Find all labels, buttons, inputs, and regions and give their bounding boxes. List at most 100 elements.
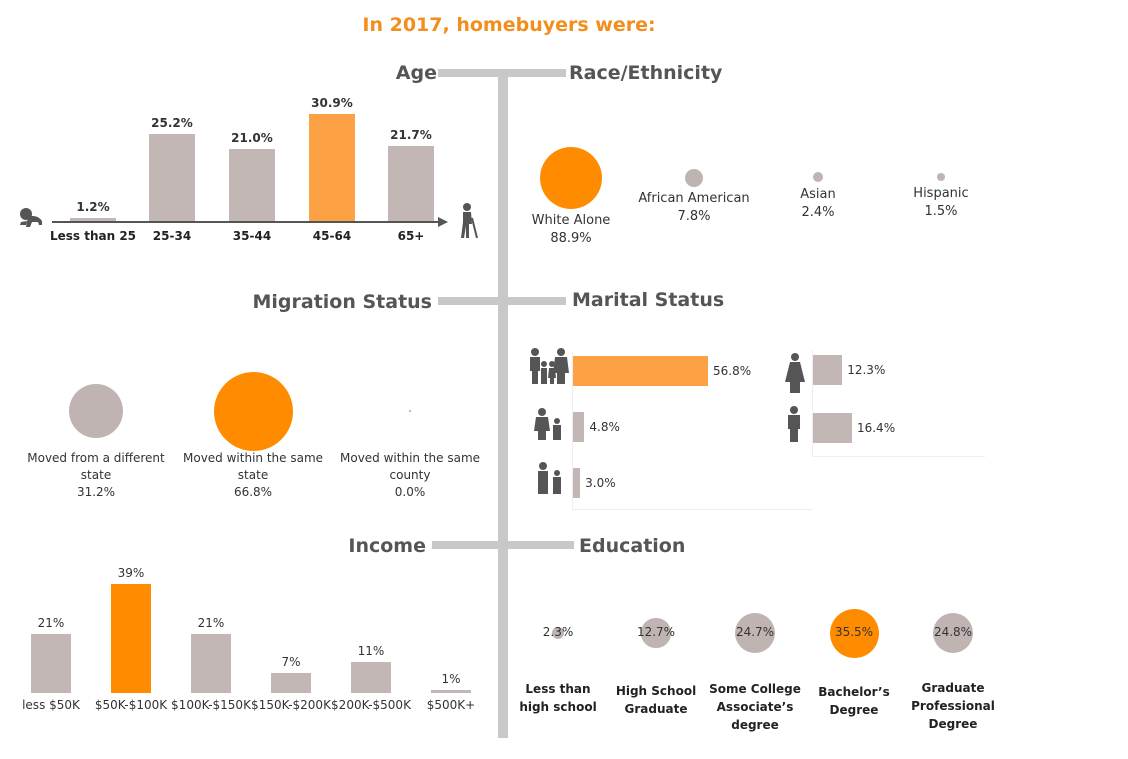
age-bar xyxy=(70,217,116,222)
income-category-label: $100K-$150K xyxy=(171,698,251,712)
education-category-label-line: Degree xyxy=(928,717,978,731)
marital-bar-value: 56.8% xyxy=(713,364,752,378)
education-category-label-line: Graduate xyxy=(624,702,688,716)
race-category-label: White Alone xyxy=(531,213,611,228)
marital-bar-value: 4.8% xyxy=(589,420,620,434)
education-bubble-value: 2.3% xyxy=(542,625,574,639)
income-bar-value: 21% xyxy=(197,616,225,631)
marital-bar xyxy=(573,356,708,386)
race-value-label: 88.9% xyxy=(550,231,592,246)
migration-value-label: 31.2% xyxy=(76,485,116,499)
age-category-label: 35-44 xyxy=(232,229,272,243)
income-category-label: $50K-$100K xyxy=(94,698,168,712)
age-category-label: 45-64 xyxy=(312,229,352,243)
education-category-label-line: Professional xyxy=(911,699,995,713)
race-value-label: 7.8% xyxy=(677,209,711,224)
migration-connector xyxy=(438,297,566,305)
race-category-label: Hispanic xyxy=(913,186,969,201)
age-bar xyxy=(229,148,275,222)
education-category-label-line: high school xyxy=(519,700,597,714)
baby-icon xyxy=(20,208,42,227)
marital-frame-left xyxy=(572,352,813,510)
age-category-label: Less than 25 xyxy=(49,229,137,243)
income-category-label: $500K+ xyxy=(426,698,476,712)
age-category-label: 25-34 xyxy=(152,229,192,243)
income-bar-value: 21% xyxy=(37,616,65,631)
education-category-label-line: High School xyxy=(615,684,697,698)
single-man-icon xyxy=(788,406,800,442)
marital-frame-right xyxy=(812,350,985,457)
income-bar xyxy=(431,690,471,693)
center-spine xyxy=(498,72,508,738)
race-category-label: African American xyxy=(638,191,750,206)
education-section-title: Education xyxy=(579,535,686,557)
migration-category-label: Moved within the same state xyxy=(183,451,324,482)
income-bar xyxy=(351,662,391,693)
race-value-label: 1.5% xyxy=(924,204,958,219)
marital-bar xyxy=(573,468,581,498)
age-connector xyxy=(438,69,566,77)
income-bar-value: 7% xyxy=(281,655,301,670)
education-category-label: High School Graduate xyxy=(596,682,716,718)
migration-section-title: Migration Status xyxy=(252,291,432,313)
two-children-icon xyxy=(538,462,561,494)
migration-category-label: Moved within the same county xyxy=(340,451,481,482)
race-bubble xyxy=(812,171,824,183)
income-bar-value: 11% xyxy=(357,644,385,659)
education-bubble xyxy=(932,612,974,654)
income-bar-value: 1% xyxy=(441,672,461,687)
marital-bar xyxy=(813,413,852,443)
income-bar xyxy=(191,634,231,693)
migration-bubble xyxy=(409,410,411,412)
race-section-title: Race/Ethnicity xyxy=(569,62,723,84)
education-category-label-line: Less than xyxy=(525,682,591,696)
income-bar xyxy=(111,584,151,693)
race-bubble xyxy=(540,147,602,209)
marital-bar-value: 3.0% xyxy=(585,476,616,490)
education-bubble xyxy=(551,626,565,640)
family-icon xyxy=(530,348,569,384)
education-category-label-line: Bachelor’s xyxy=(818,685,890,699)
education-category-label-line: Associate’s xyxy=(716,700,794,714)
income-bar xyxy=(31,634,71,693)
age-bar-value: 21.7% xyxy=(390,128,432,143)
marital-bar xyxy=(573,412,585,442)
education-bubble xyxy=(734,612,776,654)
education-category-label: Graduate Professional Degree xyxy=(893,679,1013,733)
education-bubble xyxy=(829,608,879,658)
marital-bar xyxy=(813,355,843,385)
page-title: In 2017, homebuyers were: xyxy=(362,14,656,36)
education-category-label: Less than high school xyxy=(498,680,618,716)
age-bar-value: 1.2% xyxy=(76,199,110,214)
migration-bubble xyxy=(69,384,123,438)
migration-category-label: Moved from a different state xyxy=(27,451,165,482)
education-category-label-line: Degree xyxy=(829,703,879,717)
income-bar-value: 39% xyxy=(117,566,145,580)
migration-value-label: 66.8% xyxy=(233,485,273,499)
education-category-label-line: Graduate xyxy=(921,681,985,695)
age-bar-value: 25.2% xyxy=(151,115,193,130)
single-woman-icon xyxy=(785,353,805,393)
age-axis xyxy=(52,217,448,227)
income-section-title: Income xyxy=(348,535,426,557)
income-bar xyxy=(271,673,311,693)
race-bubble xyxy=(684,168,704,188)
single-parent-icon xyxy=(534,408,561,440)
age-bar xyxy=(309,114,355,222)
age-bar-value: 21.0% xyxy=(231,130,273,145)
education-bubble-value: 12.7% xyxy=(636,625,676,639)
education-bubble xyxy=(641,618,671,648)
migration-value-label: 0.0% xyxy=(394,485,426,499)
marital-section-title: Marital Status xyxy=(572,289,725,311)
age-bar xyxy=(388,146,434,222)
education-bubble-value: 24.7% xyxy=(735,625,775,639)
migration-bubble xyxy=(213,371,293,451)
education-bubble-value: 35.5% xyxy=(834,625,874,639)
age-section-title: Age xyxy=(395,62,437,84)
income-category-label: less $50K xyxy=(22,698,80,712)
income-category-label: $150K-$200K xyxy=(251,698,331,712)
marital-bar-value: 16.4% xyxy=(856,421,896,435)
age-category-label: 65+ xyxy=(397,229,425,243)
education-category-label: Bachelor’s Degree xyxy=(794,683,914,719)
race-bubble xyxy=(936,172,946,182)
